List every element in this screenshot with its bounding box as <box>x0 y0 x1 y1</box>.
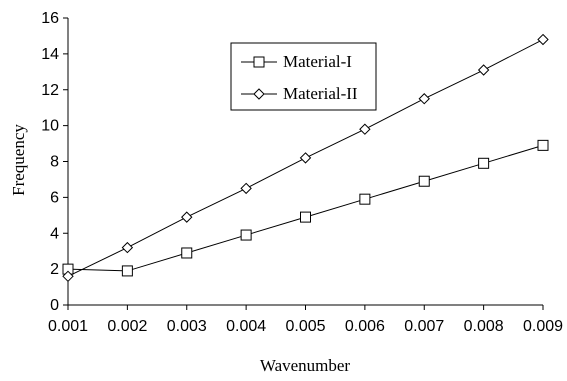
legend-label-material-ii: Material-II <box>283 84 358 103</box>
series-line <box>67 144 544 272</box>
data-point-square <box>537 139 549 151</box>
y-tick-label: 14 <box>41 46 59 63</box>
legend-label-material-i: Material-I <box>283 52 352 71</box>
x-tick-label: 0.004 <box>226 318 266 335</box>
y-tick-label: 4 <box>50 225 59 242</box>
y-ticks: 0 2 4 6 8 10 12 14 16 <box>41 10 68 314</box>
x-tick-label: 0.006 <box>345 318 385 335</box>
data-point-diamond <box>62 270 74 283</box>
y-tick-label: 2 <box>50 261 59 278</box>
data-point-square <box>240 229 252 241</box>
x-ticks: 0.001 0.002 0.003 0.004 0.005 0.006 0.007 0.008… <box>48 305 563 335</box>
legend: Material-I Material-II <box>230 42 377 111</box>
data-point-square <box>478 157 490 169</box>
series-1 <box>62 139 549 277</box>
data-point-square <box>181 247 193 259</box>
legend-box <box>230 42 377 111</box>
x-tick-label: 0.003 <box>167 318 207 335</box>
x-tick-label: 0.009 <box>523 318 563 335</box>
x-axis-title: Wavenumber <box>260 356 351 375</box>
data-point-diamond <box>477 64 490 76</box>
data-point-square <box>300 211 311 223</box>
data-point-diamond <box>537 33 549 46</box>
data-point-diamond <box>181 211 193 223</box>
y-tick-label: 12 <box>41 82 59 99</box>
plot-series <box>62 33 549 283</box>
x-tick-label: 0.008 <box>464 318 504 335</box>
data-point-diamond <box>359 123 371 135</box>
legend-item-material-i: Material-I <box>241 52 352 71</box>
legend-marker-diamond <box>253 88 265 100</box>
data-point-diamond <box>121 241 134 254</box>
series-2 <box>62 33 549 283</box>
x-tick-label: 0.007 <box>404 318 444 335</box>
y-tick-label: 8 <box>50 154 59 171</box>
data-point-diamond <box>299 152 312 164</box>
data-point-diamond <box>240 182 252 195</box>
data-point-square <box>121 265 133 277</box>
y-tick-label: 16 <box>41 10 59 27</box>
y-tick-label: 6 <box>50 189 59 206</box>
legend-item-material-ii: Material-II <box>241 84 358 103</box>
legend-marker-square <box>253 56 265 68</box>
data-point-diamond <box>418 93 430 105</box>
data-point-square <box>359 193 371 205</box>
y-axis-title: Frequency <box>9 124 28 196</box>
x-tick-label: 0.001 <box>48 318 88 335</box>
x-tick-label: 0.005 <box>285 318 325 335</box>
data-point-square <box>418 175 430 187</box>
y-tick-label: 0 <box>50 297 59 314</box>
x-tick-label: 0.002 <box>107 318 147 335</box>
y-tick-label: 10 <box>41 118 59 135</box>
